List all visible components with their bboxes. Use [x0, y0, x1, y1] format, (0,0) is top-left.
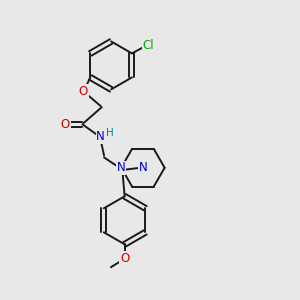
Text: Cl: Cl — [143, 39, 154, 52]
Text: H: H — [106, 128, 114, 138]
Text: O: O — [61, 118, 70, 131]
Text: N: N — [139, 161, 147, 174]
Text: O: O — [79, 85, 88, 98]
Text: O: O — [120, 251, 129, 265]
Text: N: N — [96, 130, 105, 143]
Text: N: N — [117, 161, 126, 174]
